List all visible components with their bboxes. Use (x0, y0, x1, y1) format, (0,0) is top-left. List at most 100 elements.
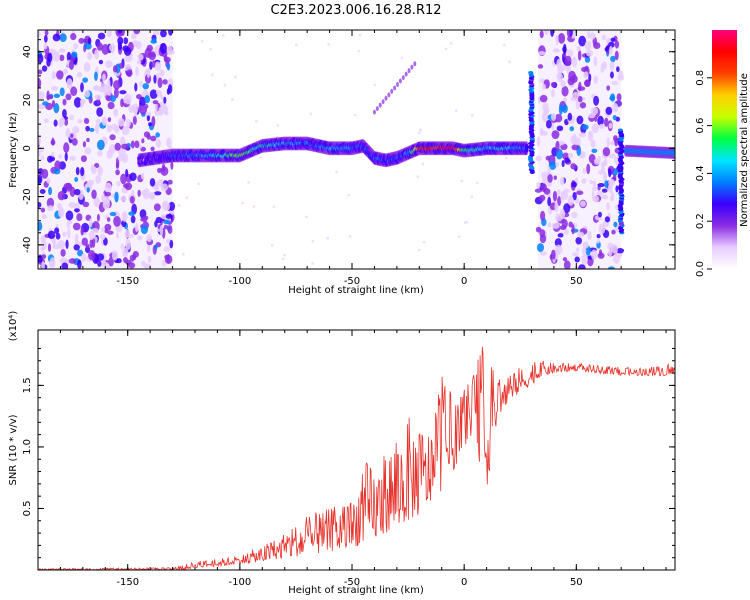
noise-blob (113, 108, 119, 117)
noise-blob (58, 153, 62, 160)
noise-blob (607, 266, 615, 269)
noise-blob (540, 130, 548, 136)
spectrogram-xtick-label: -100 (229, 276, 252, 287)
noise-blob (98, 59, 104, 65)
faint-dot (272, 205, 276, 209)
noise-blob (104, 182, 112, 194)
noise-blob (109, 144, 117, 154)
faint-dot (270, 243, 274, 247)
faint-dot (400, 56, 404, 60)
noise-blob (163, 54, 168, 63)
noise-blob (610, 37, 616, 43)
noise-blob (572, 91, 579, 97)
noise-blob (72, 126, 80, 134)
noise-blob (55, 232, 61, 240)
noise-blob (67, 228, 71, 239)
noise-blob (571, 56, 578, 68)
faint-dot (241, 201, 244, 205)
snr-xtick-label: 50 (570, 577, 583, 588)
noise-blob (559, 176, 565, 186)
noise-blob (544, 30, 549, 36)
noise-blob (59, 33, 67, 43)
noise-blob (141, 260, 146, 267)
noise-blob (578, 81, 582, 92)
noise-blob (534, 188, 543, 193)
noise-blob (52, 51, 61, 62)
noise-blob (545, 155, 551, 161)
noise-blob (591, 249, 598, 260)
noise-blob (613, 221, 618, 228)
noise-blob (604, 180, 609, 188)
noise-blob (562, 257, 568, 262)
noise-blob (581, 253, 588, 265)
noise-blob (38, 91, 45, 100)
noise-blob (130, 215, 136, 224)
noise-blob (132, 251, 139, 258)
spectrogram-xtick-label: 50 (570, 276, 583, 287)
noise-blob (159, 225, 164, 236)
noise-blob (551, 249, 556, 260)
ridge-core (525, 145, 529, 151)
noise-blob (124, 229, 130, 238)
noise-blob (38, 31, 41, 38)
noise-blob (611, 80, 619, 86)
noise-blob (87, 179, 95, 186)
right-trace-core (672, 150, 675, 157)
noise-blob (149, 89, 158, 100)
noise-blob (139, 105, 148, 115)
faint-dot (416, 175, 420, 178)
noise-blob (134, 140, 140, 149)
noise-blob (38, 147, 44, 153)
noise-blob (538, 50, 546, 56)
noise-blob (51, 137, 55, 146)
noise-blob (604, 117, 609, 127)
faint-dot (444, 47, 448, 51)
noise-blob (605, 106, 613, 115)
noise-blob (164, 254, 170, 260)
noise-blob (166, 62, 171, 71)
noise-blob (589, 32, 596, 40)
noise-blob (107, 101, 115, 110)
noise-blob (560, 80, 566, 88)
noise-blob (69, 155, 76, 161)
noise-blob (571, 224, 575, 235)
noise-blob (564, 55, 572, 66)
noise-blob (128, 104, 136, 114)
spectrogram-xlabel: Height of straight line (km) (288, 285, 424, 296)
noise-blob (128, 211, 136, 216)
noise-blob (125, 168, 129, 178)
noise-blob (135, 41, 142, 50)
faint-dot (347, 193, 351, 197)
noise-blob (38, 254, 43, 264)
noise-blob (95, 175, 102, 184)
noise-blob (116, 258, 122, 264)
faint-dot (449, 41, 453, 45)
noise-blob (47, 243, 52, 252)
noise-blob (562, 191, 568, 200)
noise-blob (155, 132, 160, 138)
snr-ticks: -150 -100 -50 0 50 0.5 1.0 1.5 (22, 330, 675, 588)
noise-blob (144, 47, 152, 59)
noise-blob (109, 134, 116, 141)
noise-blob (103, 237, 108, 246)
faint-dot (417, 131, 421, 135)
snr-xtick-label: -50 (344, 577, 360, 588)
spectrogram-ytick-label: 0 (22, 145, 33, 151)
noise-blob (71, 51, 78, 58)
noise-blob (167, 179, 173, 185)
noise-blob (117, 36, 124, 45)
noise-blob (40, 246, 45, 252)
noise-blob (59, 87, 65, 97)
faint-dot (465, 220, 469, 224)
noise-blob (614, 50, 619, 61)
noise-blob (70, 133, 74, 138)
noise-blob (592, 195, 600, 203)
colorbar-tick-label: 0.0 (695, 261, 706, 277)
noise-blob (132, 115, 137, 125)
noise-blob (64, 118, 69, 126)
noise-blob (97, 32, 106, 40)
noise-blob (148, 122, 153, 127)
noise-blob (555, 161, 560, 167)
noise-blob (609, 71, 614, 79)
